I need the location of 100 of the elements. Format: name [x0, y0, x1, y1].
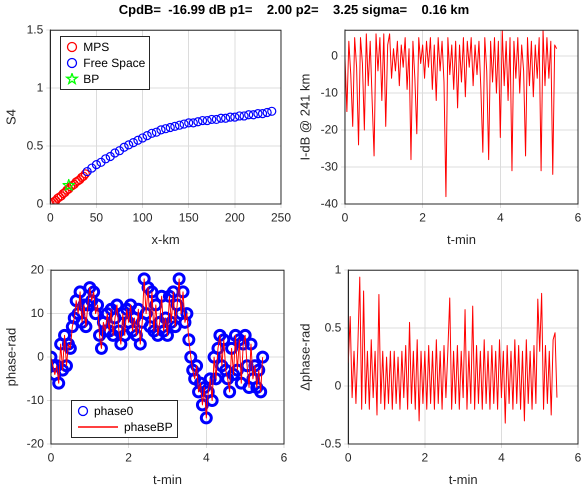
point — [161, 124, 170, 134]
point — [253, 109, 263, 118]
point — [147, 128, 156, 138]
legend-label: BP — [83, 71, 100, 88]
x-tick-label: 0 — [48, 450, 55, 465]
point — [106, 152, 115, 162]
y-tick-label: 0 — [334, 378, 342, 392]
x-tick-label: 100 — [132, 210, 153, 225]
x-axis-title: t-min — [153, 472, 182, 487]
y-tick-label: 1 — [36, 80, 44, 94]
x-axis-title: t-min — [448, 472, 478, 487]
point — [179, 119, 189, 129]
point — [92, 160, 102, 170]
x-tick-label: 4 — [496, 210, 504, 225]
y-axis-title: Δphase-rad — [297, 323, 312, 391]
x-tick-label: 2 — [419, 210, 426, 225]
point — [198, 116, 208, 126]
point — [221, 114, 230, 123]
x-tick-label: 50 — [90, 210, 104, 225]
point — [133, 136, 143, 145]
point — [170, 122, 180, 131]
point — [75, 175, 84, 184]
point — [212, 114, 221, 124]
point — [152, 128, 162, 137]
point — [234, 111, 244, 121]
chart-title: CpdB= -16.99 dB p1= 2.00 p2= 3.25 sigma= 0.16 km — [118, 2, 470, 17]
y-tick-label: -40 — [320, 196, 338, 210]
point — [60, 188, 70, 198]
x-axis-title: t-min — [447, 232, 476, 247]
x-tick-label: 4 — [202, 450, 210, 465]
point — [78, 172, 88, 181]
y-tick-label: 1 — [334, 262, 342, 277]
point — [207, 114, 216, 124]
y-axis-title: I-dB @ 241 km — [297, 74, 312, 161]
y-tick-label: 1.5 — [26, 22, 44, 37]
point — [193, 117, 203, 126]
point — [258, 109, 268, 118]
point — [174, 120, 184, 130]
point — [239, 111, 249, 121]
y-tick-label: 0 — [37, 349, 44, 364]
point — [62, 178, 76, 191]
x-tick-label: 2 — [125, 450, 132, 465]
point — [267, 106, 276, 116]
point — [87, 163, 96, 173]
x-tick-label: 200 — [224, 210, 246, 225]
point — [73, 176, 83, 186]
legend-label: phaseBP — [124, 419, 173, 435]
x-tick-label: 6 — [574, 450, 582, 465]
y-tick-label: 0.5 — [324, 320, 342, 334]
point — [226, 112, 235, 122]
y-tick-label: -10 — [320, 85, 338, 100]
y-tick-label: -30 — [320, 159, 338, 174]
y-tick-label: 20 — [30, 262, 44, 277]
y-tick-label: -0.5 — [320, 436, 342, 450]
legend-label: Free Space — [83, 55, 146, 72]
x-tick-label: 2 — [422, 450, 429, 465]
point — [77, 172, 86, 182]
y-axis-title: S4 — [3, 109, 18, 126]
y-tick-label: -20 — [26, 436, 44, 450]
x-tick-label: 0 — [46, 210, 54, 225]
point — [202, 116, 212, 126]
x-tick-label: 6 — [280, 450, 288, 465]
point — [244, 110, 254, 120]
point — [80, 169, 90, 178]
point — [53, 194, 62, 203]
point — [82, 166, 92, 176]
legend-label: MPS — [83, 39, 110, 56]
x-tick-label: 0 — [344, 450, 352, 465]
point — [110, 148, 120, 158]
y-axis-title: phase-rad — [3, 328, 18, 386]
x-tick-label: 6 — [574, 210, 582, 225]
y-tick-label: 0 — [36, 196, 44, 210]
x-tick-label: 150 — [178, 210, 200, 225]
point — [96, 158, 106, 167]
point — [230, 112, 240, 122]
point — [262, 108, 272, 118]
point — [248, 110, 258, 120]
y-tick-label: 0 — [331, 48, 338, 62]
point — [142, 131, 152, 140]
point — [188, 118, 198, 128]
point — [128, 138, 138, 148]
y-tick-label: -10 — [26, 392, 44, 407]
point — [120, 142, 129, 152]
x-tick-label: 4 — [498, 450, 506, 465]
x-axis-title: x-km — [152, 232, 180, 247]
point — [62, 185, 72, 195]
point — [166, 122, 175, 132]
y-tick-label: 0.5 — [26, 138, 44, 152]
point — [184, 118, 194, 128]
x-tick-label: 250 — [270, 210, 292, 225]
point — [216, 114, 226, 123]
point — [72, 177, 81, 187]
y-tick-label: 10 — [30, 306, 44, 320]
point — [58, 188, 68, 198]
point — [124, 140, 134, 150]
point — [101, 154, 110, 164]
point — [138, 133, 148, 143]
point — [156, 125, 166, 134]
y-tick-label: -20 — [320, 122, 338, 136]
point — [114, 146, 124, 156]
